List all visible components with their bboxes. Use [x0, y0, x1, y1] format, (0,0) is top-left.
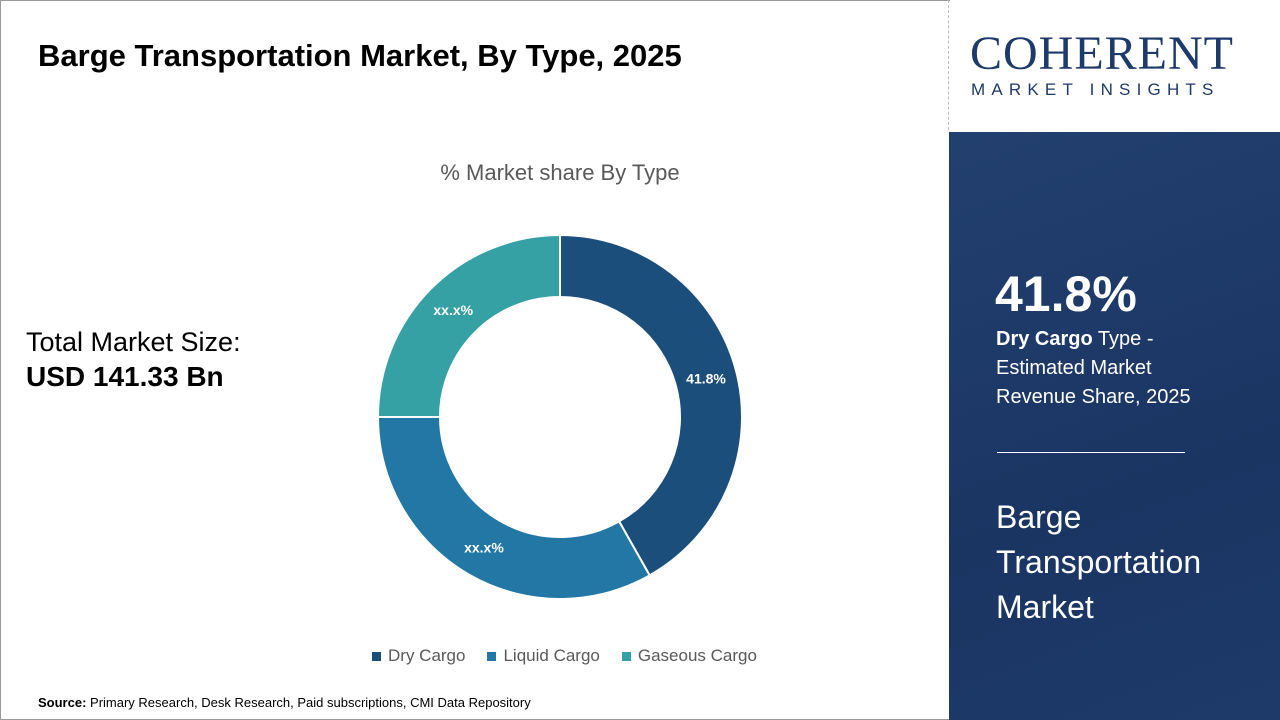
slice-liquid-cargo — [376, 416, 652, 600]
total-label: Total Market Size: — [26, 327, 241, 357]
logo: COHERENT MARKET INSIGHTS — [950, 0, 1280, 132]
chart-title: % Market share By Type — [440, 160, 680, 185]
page-title: Barge Transportation Market, By Type, 20… — [38, 38, 682, 73]
legend-label: Gaseous Cargo — [637, 646, 757, 665]
data-label: xx.x% — [433, 302, 473, 318]
highlight-panel: 41.8% Dry Cargo Type - Estimated Market … — [949, 132, 1280, 720]
market-name: Barge Transportation Market — [996, 499, 1202, 625]
source-label: Source: — [38, 695, 87, 710]
slice-gaseous-cargo — [376, 233, 561, 418]
legend-item: Liquid Cargo — [487, 646, 600, 666]
highlight-segment: Dry Cargo — [996, 328, 1093, 350]
total-value: USD 141.33 Bn — [26, 361, 224, 392]
legend-label: Liquid Cargo — [503, 646, 600, 665]
source-note: Source: Primary Research, Desk Research,… — [38, 695, 531, 711]
divider — [948, 0, 949, 130]
logo-sub-text: MARKET INSIGHTS — [971, 80, 1220, 99]
logo-main-text: COHERENT — [970, 27, 1234, 80]
legend-item: Dry Cargo — [372, 646, 465, 666]
legend-swatch — [372, 652, 381, 661]
legend-swatch — [621, 652, 631, 661]
total-market-size: Total Market Size: USD 141.33 Bn — [26, 325, 241, 395]
highlight-desc-text: Type - Estimated Market Revenue Share, 2… — [996, 328, 1191, 408]
data-label: xx.x% — [464, 539, 504, 555]
panel-divider — [997, 452, 1185, 453]
legend-swatch — [487, 652, 497, 661]
legend-label: Dry Cargo — [388, 646, 466, 665]
legend-item: Gaseous Cargo — [621, 646, 757, 666]
data-label: 41.8% — [686, 371, 726, 387]
slice-dry-cargo — [559, 233, 743, 577]
legend: Dry Cargo Liquid Cargo Gaseous Cargo — [372, 646, 757, 666]
source-text: Primary Research, Desk Research, Paid su… — [86, 695, 531, 710]
highlight-percent: 41.8% — [995, 266, 1137, 322]
highlight-description: Dry Cargo Type - Estimated Market Revenu… — [996, 325, 1236, 412]
